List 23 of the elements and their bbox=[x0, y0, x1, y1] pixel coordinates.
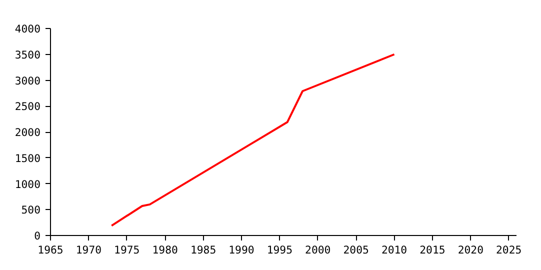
y-tick-label: 0 bbox=[34, 230, 41, 242]
x-tick-label: 1965 bbox=[38, 244, 64, 256]
x-tick-label: 1985 bbox=[190, 244, 216, 256]
x-tick-label: 2005 bbox=[343, 244, 369, 256]
x-tick-label: 2000 bbox=[305, 244, 331, 256]
y-tick-label: 2500 bbox=[14, 100, 41, 114]
x-tick-label: 1990 bbox=[228, 244, 254, 256]
x-tick-label: 2025 bbox=[496, 244, 522, 256]
y-tick-label: 3500 bbox=[14, 48, 41, 62]
x-tick-label: 1975 bbox=[114, 244, 140, 256]
x-tick-label: 2010 bbox=[381, 244, 408, 256]
y-tick-label: 4000 bbox=[14, 22, 41, 36]
y-tick-label: 1000 bbox=[14, 178, 41, 191]
x-tick-label: 1970 bbox=[76, 244, 102, 256]
x-tick-label: 2020 bbox=[458, 244, 484, 256]
x-tick-label: 2015 bbox=[420, 244, 446, 256]
y-tick-label: 500 bbox=[21, 204, 41, 217]
y-tick-label: 3000 bbox=[14, 74, 41, 88]
y-tick-label: 2000 bbox=[14, 126, 41, 139]
line-series bbox=[110, 53, 396, 227]
x-tick-label: 1995 bbox=[266, 244, 293, 256]
y-tick-label: 1500 bbox=[14, 152, 41, 165]
x-tick-label: 1980 bbox=[152, 244, 178, 256]
